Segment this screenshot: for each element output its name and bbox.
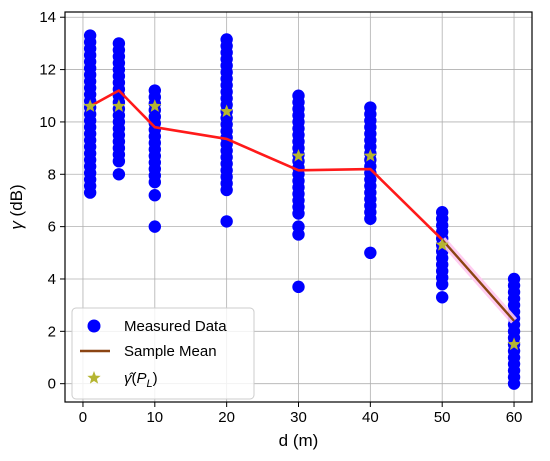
x-tick-label: 40 bbox=[362, 409, 379, 426]
measured-point bbox=[292, 280, 305, 294]
legend-label-sample-mean: Sample Mean bbox=[124, 343, 217, 360]
sample-mean-line bbox=[441, 238, 515, 322]
estimate-star bbox=[83, 99, 97, 112]
measured-point bbox=[220, 33, 233, 46]
legend-marker-estimate bbox=[87, 371, 101, 384]
plot-area bbox=[83, 29, 521, 390]
measured-point bbox=[435, 206, 449, 219]
legend-label-measured: Measured Data bbox=[124, 318, 227, 335]
estimate-star bbox=[507, 337, 521, 351]
measured-point bbox=[220, 215, 233, 228]
y-tick-label: 0 bbox=[48, 376, 56, 393]
sample-mean-line bbox=[89, 89, 444, 241]
measured-point bbox=[112, 168, 126, 181]
x-tick-label: 50 bbox=[434, 409, 451, 426]
y-tick-label: 4 bbox=[48, 271, 56, 288]
x-tick-label: 60 bbox=[506, 409, 523, 426]
legend-box bbox=[71, 307, 255, 400]
estimate-star bbox=[220, 104, 234, 118]
axis-ticks: 0 10 20 30 40 50 60 0 2 4 6 8 10 12 14 bbox=[39, 9, 522, 426]
measured-point bbox=[364, 246, 377, 260]
estimate-star bbox=[112, 99, 126, 112]
y-tick-label: 8 bbox=[48, 166, 56, 183]
y-tick-label: 10 bbox=[39, 114, 56, 131]
estimate-star bbox=[435, 237, 449, 251]
y-tick-label: 6 bbox=[48, 219, 56, 236]
estimate-star bbox=[148, 99, 162, 112]
x-tick-label: 0 bbox=[79, 409, 87, 426]
measured-point bbox=[364, 101, 377, 114]
legend-marker-measured bbox=[87, 319, 101, 333]
measured-point bbox=[292, 228, 305, 241]
x-axis-label: d (m) bbox=[279, 431, 319, 450]
y-tick-label: 12 bbox=[39, 62, 56, 79]
measured-point bbox=[148, 220, 162, 233]
measured-point bbox=[83, 29, 97, 42]
y-tick-label: 2 bbox=[48, 323, 56, 340]
estimate-star bbox=[291, 148, 306, 162]
measured-point bbox=[507, 272, 521, 286]
y-axis-label: γ (dB) bbox=[7, 184, 26, 229]
measured-point bbox=[112, 37, 126, 50]
measured-point bbox=[148, 84, 162, 97]
measured-point bbox=[292, 89, 305, 102]
x-tick-label: 20 bbox=[218, 409, 235, 426]
measured-point bbox=[435, 291, 449, 304]
x-tick-label: 30 bbox=[290, 409, 307, 426]
y-tick-label: 14 bbox=[39, 9, 56, 26]
x-tick-label: 10 bbox=[146, 409, 163, 426]
measured-point bbox=[148, 189, 162, 202]
estimate-star bbox=[363, 148, 377, 162]
